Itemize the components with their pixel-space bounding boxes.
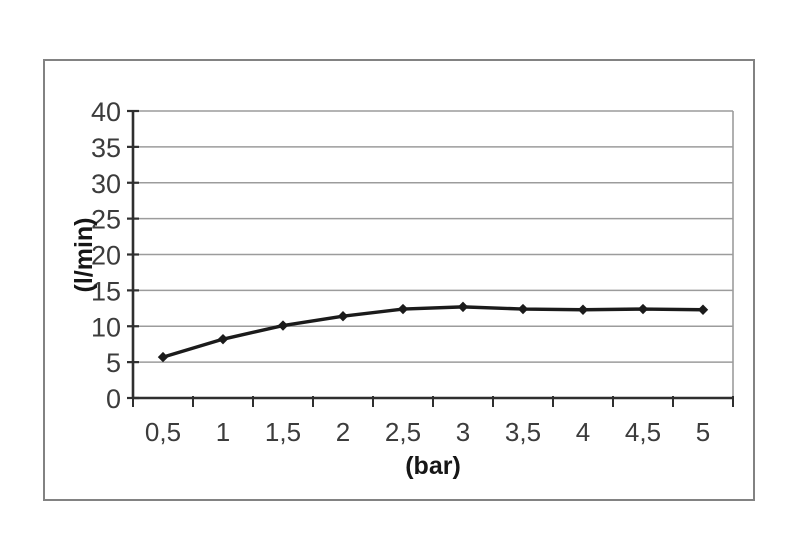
x-tick-label: 0,5 bbox=[145, 417, 181, 447]
diamond-marker bbox=[157, 351, 169, 363]
y-tick-labels: 0 5 10 15 20 25 30 35 40 bbox=[91, 97, 121, 414]
data-series-line bbox=[157, 301, 709, 363]
diamond-marker bbox=[637, 303, 649, 315]
y-tick-label: 25 bbox=[91, 205, 121, 235]
y-tick-label: 15 bbox=[91, 276, 121, 306]
x-tick-label: 1 bbox=[216, 417, 230, 447]
x-axis-title: (bar) bbox=[405, 452, 461, 480]
y-tick-label: 40 bbox=[91, 97, 121, 127]
x-tick-label: 2,5 bbox=[385, 417, 421, 447]
diamond-marker bbox=[697, 304, 709, 315]
x-tick-label: 2 bbox=[336, 417, 350, 447]
y-tick-label: 20 bbox=[91, 241, 121, 271]
diamond-marker bbox=[457, 301, 469, 313]
diamond-marker bbox=[577, 304, 589, 315]
y-tick-label: 10 bbox=[91, 312, 121, 342]
y-tick-marks bbox=[127, 109, 139, 400]
chart-frame bbox=[44, 60, 754, 500]
diamond-marker bbox=[337, 311, 349, 322]
diamond-marker bbox=[277, 320, 289, 331]
y-tick-label: 5 bbox=[106, 348, 121, 378]
y-axis-title: (l/min) bbox=[70, 218, 98, 293]
chart-frame-border bbox=[43, 59, 755, 501]
diamond-marker bbox=[397, 303, 409, 315]
y-tick-label: 0 bbox=[106, 384, 121, 414]
x-tick-labels: 0,5 1 1,5 2 2,5 3 3,5 4 4,5 5 bbox=[145, 417, 710, 447]
series-line bbox=[161, 305, 705, 359]
x-tick-label: 4 bbox=[576, 417, 590, 447]
y-tick-label: 30 bbox=[91, 169, 121, 199]
x-tick-label: 3,5 bbox=[505, 417, 541, 447]
x-tick-label: 4,5 bbox=[625, 417, 661, 447]
x-tick-label: 3 bbox=[456, 417, 470, 447]
y-tick-label: 35 bbox=[91, 133, 121, 163]
diamond-marker bbox=[217, 333, 229, 345]
x-tick-label: 1,5 bbox=[265, 417, 301, 447]
x-tick-marks bbox=[132, 396, 734, 407]
x-tick-label: 5 bbox=[696, 417, 710, 447]
gridlines bbox=[133, 110, 734, 398]
diamond-marker bbox=[517, 303, 529, 315]
